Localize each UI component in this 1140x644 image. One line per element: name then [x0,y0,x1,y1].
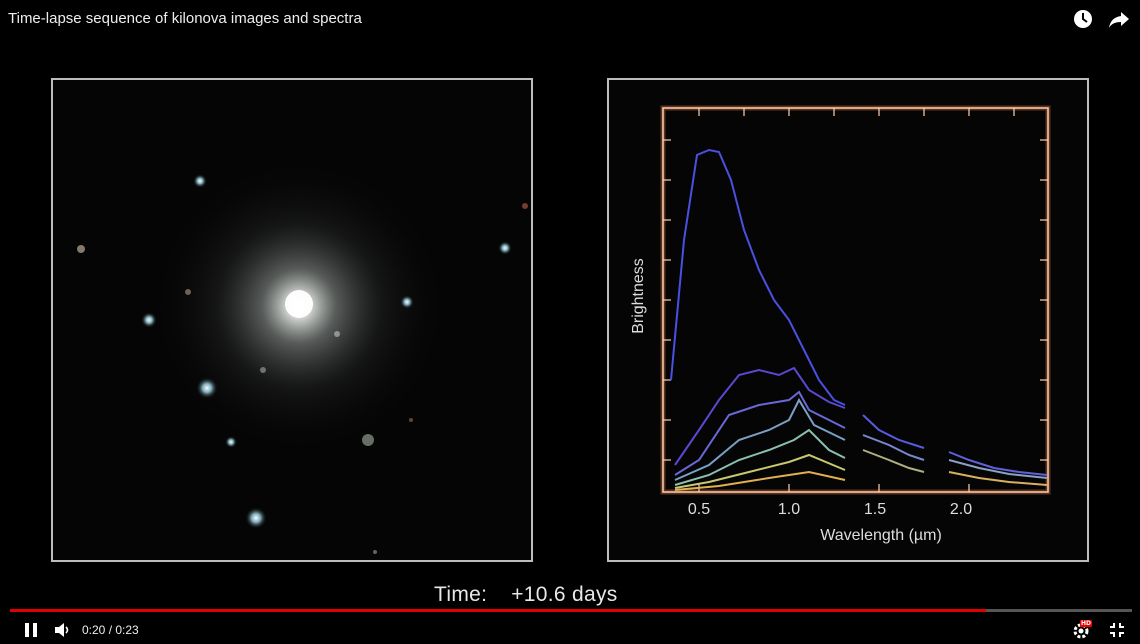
volume-icon [55,623,69,637]
spectrum-curve [948,451,1048,476]
pause-icon [25,623,37,637]
spectrum-curve [948,459,1048,479]
top-actions [1072,8,1130,30]
progress-played [10,609,987,612]
spectrum-curve [674,397,846,481]
settings-button[interactable]: HD [1068,617,1094,643]
xtick-label: 1.0 [778,501,800,518]
xtick-label: 0.5 [688,501,710,518]
spectrum-curve [862,449,925,473]
volume-button[interactable] [50,617,76,643]
pause-button[interactable] [18,617,44,643]
x-axis-label: Wavelength (µm) [820,527,942,544]
spectrum-curve [674,366,846,466]
spectrum-curve [948,471,1048,486]
timecode: 0:20 / 0:23 [82,623,139,637]
time-value: +10.6 days [511,583,618,606]
time-caption: Time: +10.6 days [434,583,618,607]
spectra-panel: 0.5 1.0 1.5 2.0 Wavelength (µm) Brightne… [607,78,1089,562]
y-axis-label: Brightness [630,258,647,334]
spectra-plot: 0.5 1.0 1.5 2.0 Wavelength (µm) Brightne… [630,105,1051,544]
spectrum-curve [862,434,925,461]
time-label: Time: [434,583,488,606]
watch-later-icon[interactable] [1072,8,1094,30]
galaxy-image [77,156,528,554]
spectrum-curve [674,470,846,491]
share-icon[interactable] [1108,8,1130,30]
video-title: Time-lapse sequence of kilonova images a… [8,10,362,27]
spectrum-curve [674,428,846,486]
xtick-label: 1.5 [864,501,886,518]
exit-fullscreen-icon [1110,623,1124,637]
hd-badge: HD [1080,620,1093,627]
spectrum-curve [674,453,846,489]
progress-bar[interactable] [10,609,1132,612]
exit-fullscreen-button[interactable] [1104,617,1130,643]
player-controls: 0:20 / 0:23 HD [0,616,1140,644]
xtick-label: 2.0 [950,501,972,518]
spectrum-curve [674,390,846,476]
spectrum-curve [862,414,925,449]
spectrum-curve [670,148,846,406]
galaxy-image-panel [51,78,533,562]
